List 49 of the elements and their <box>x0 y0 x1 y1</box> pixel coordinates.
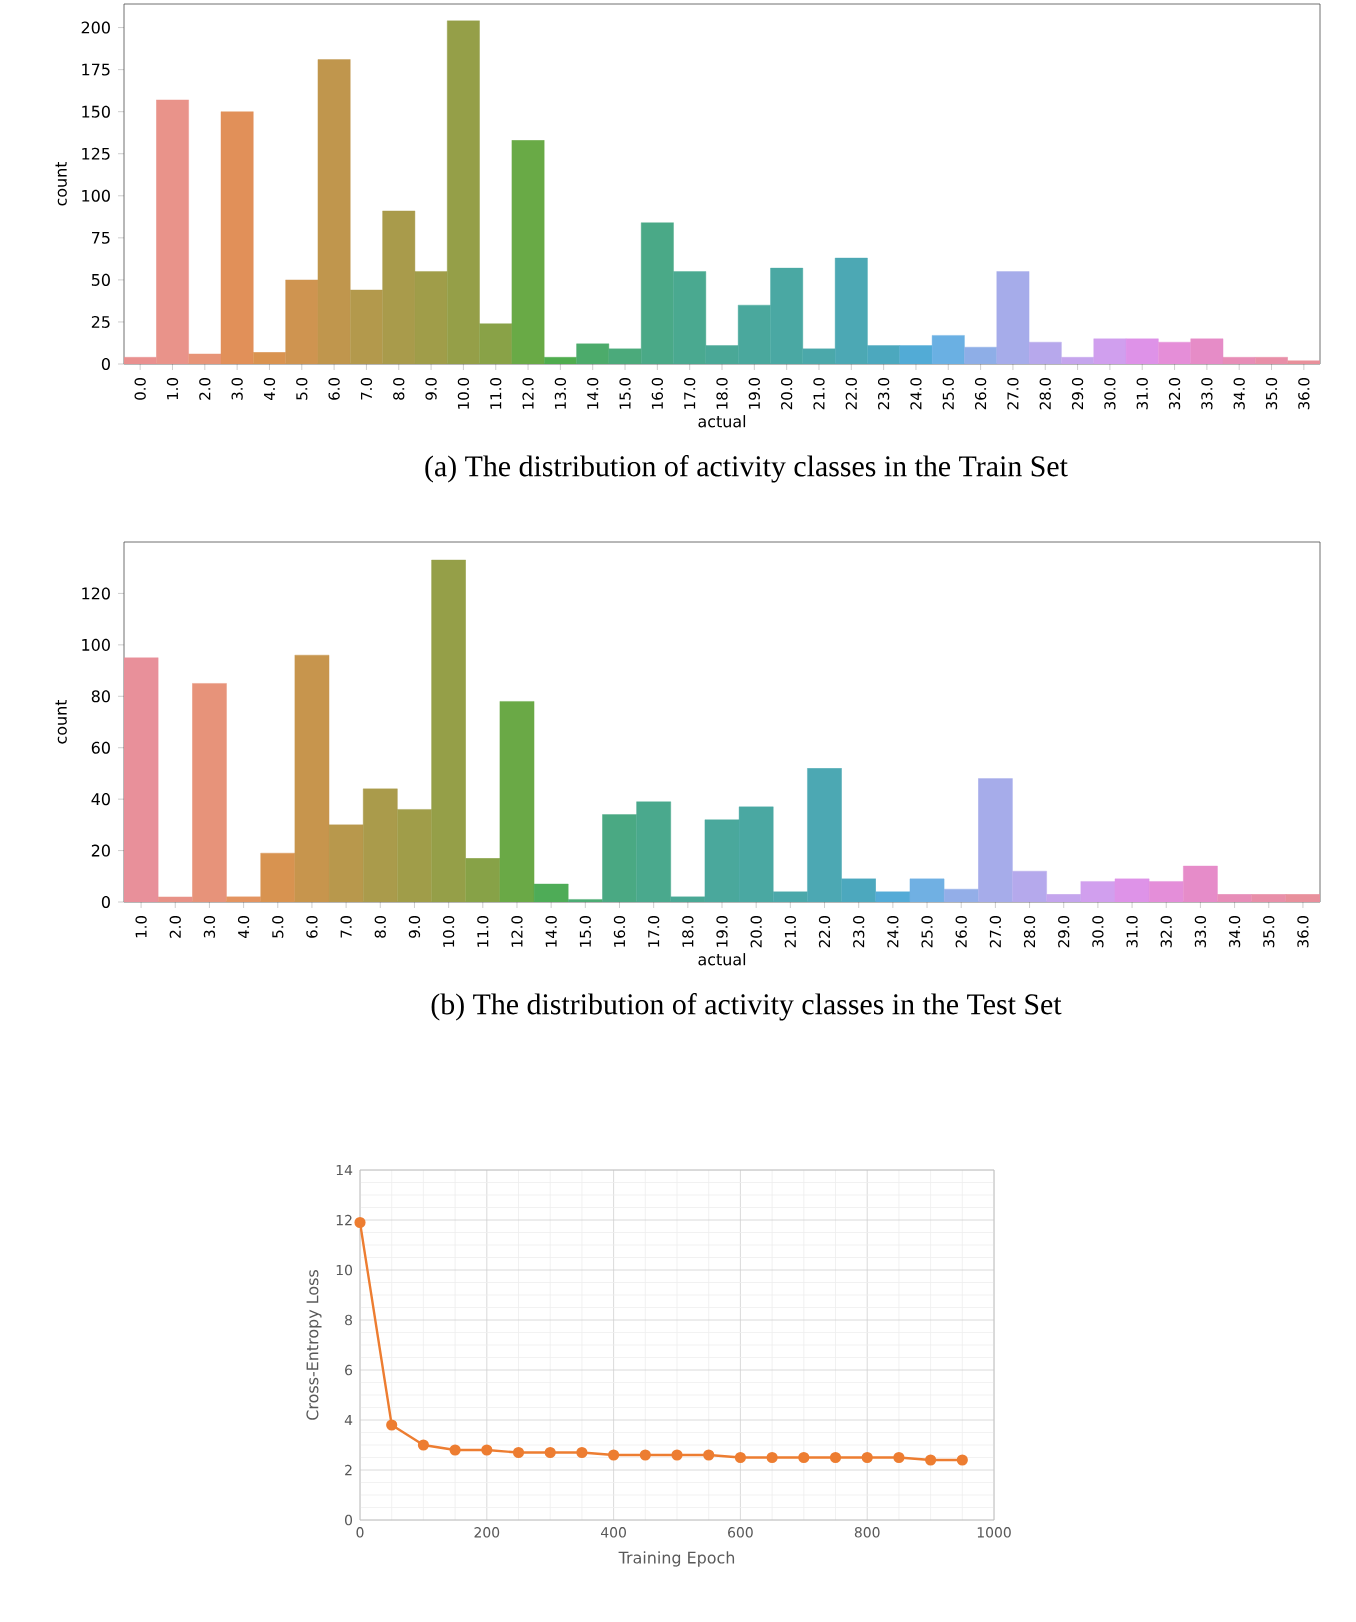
point <box>576 1446 588 1459</box>
point <box>544 1446 556 1459</box>
point <box>354 1216 366 1229</box>
bar <box>328 824 364 903</box>
bar <box>1255 357 1288 365</box>
point <box>639 1449 651 1461</box>
bar <box>226 896 261 903</box>
bar <box>1285 894 1321 903</box>
bar <box>260 852 296 903</box>
bar <box>317 59 351 365</box>
bar <box>1080 881 1116 903</box>
point <box>386 1419 398 1431</box>
bar <box>188 353 222 365</box>
point <box>734 1451 746 1464</box>
point <box>512 1446 525 1459</box>
bar <box>124 657 159 903</box>
point <box>956 1454 968 1466</box>
bar <box>511 140 545 365</box>
bar <box>996 271 1030 365</box>
bar <box>192 683 227 903</box>
point <box>925 1454 937 1466</box>
point <box>481 1444 493 1456</box>
point <box>766 1451 778 1464</box>
point <box>449 1444 461 1456</box>
text: (b) The distribution of activity classes in the Test Set <box>431 993 1062 1021</box>
bar <box>1148 881 1184 903</box>
bar <box>1217 894 1252 903</box>
bar <box>1012 870 1047 903</box>
point <box>671 1449 683 1461</box>
bar <box>294 654 330 903</box>
point <box>829 1451 842 1464</box>
text: (a) The distribution of activity classes in the Train Set <box>425 455 1068 483</box>
point <box>417 1439 429 1451</box>
point <box>798 1451 810 1464</box>
bar <box>909 878 945 903</box>
bar <box>499 701 535 903</box>
point <box>703 1449 715 1461</box>
bar <box>978 778 1013 903</box>
bar <box>964 346 997 365</box>
bar <box>899 345 933 365</box>
bar <box>1222 357 1256 365</box>
point <box>893 1451 905 1464</box>
bar <box>1046 894 1081 903</box>
point <box>608 1449 620 1461</box>
bar <box>1190 338 1224 365</box>
point <box>861 1451 873 1464</box>
bar <box>1114 878 1150 903</box>
bar <box>544 357 577 365</box>
bar <box>576 343 610 365</box>
